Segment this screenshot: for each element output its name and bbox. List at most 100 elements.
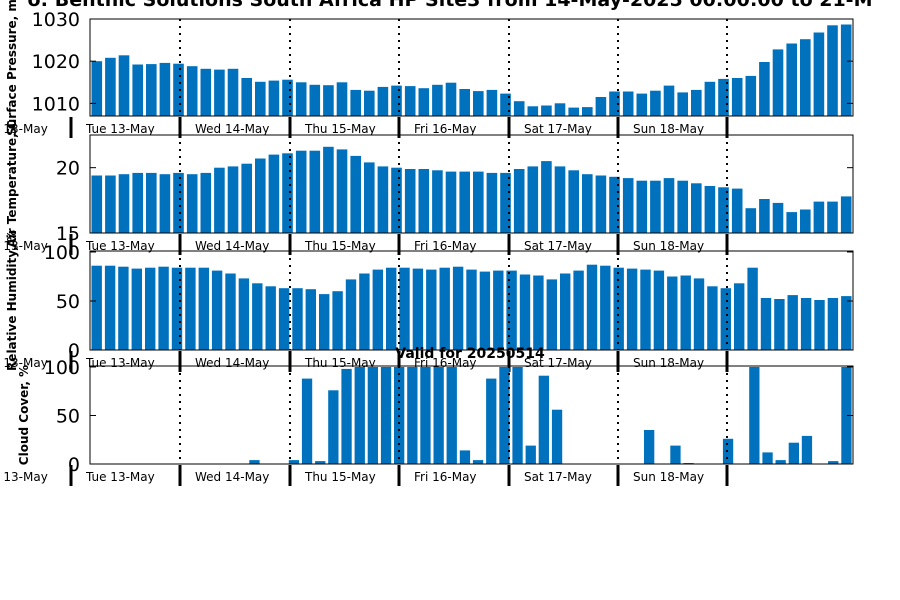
data-bar [568, 170, 579, 233]
axes-box [89, 134, 854, 234]
data-bar [734, 283, 745, 350]
data-bar [367, 367, 378, 464]
data-bar [350, 155, 361, 233]
day-label: Sun 18-May [633, 470, 704, 484]
data-bar [704, 186, 716, 233]
day-label: Tue 13-May [85, 239, 155, 253]
data-bar [265, 286, 276, 350]
data-bar [328, 390, 339, 464]
day-label: Wed 14-May [195, 356, 269, 370]
data-bar [315, 461, 326, 464]
data-bar [433, 367, 444, 464]
data-bar [828, 461, 839, 464]
data-bar [255, 81, 266, 116]
data-bar [640, 269, 651, 350]
y-tick-label: 20 [56, 158, 80, 180]
data-bar [813, 201, 825, 233]
data-bar [691, 89, 702, 116]
data-bar [772, 49, 784, 116]
data-bar [787, 295, 798, 350]
data-bar [252, 283, 263, 350]
data-bar [104, 265, 116, 350]
data-bar [560, 273, 571, 350]
data-bar [459, 171, 470, 233]
data-bar [200, 172, 212, 233]
data-bar [278, 288, 290, 350]
data-bar [499, 367, 510, 464]
data-bar [800, 39, 811, 117]
data-bar [800, 298, 812, 350]
data-bar [595, 97, 607, 116]
data-bar [731, 188, 743, 233]
data-bar [171, 267, 183, 350]
day-label: e 13-May [0, 239, 48, 253]
day-label: Fri 16-May [414, 470, 477, 484]
data-bar [582, 107, 593, 116]
data-bar [238, 278, 250, 350]
data-bar [350, 89, 361, 116]
data-bar [800, 209, 811, 233]
data-bar [541, 161, 552, 233]
data-bar [309, 150, 321, 233]
data-bar [282, 79, 293, 116]
data-bar [439, 267, 450, 350]
day-label: Sat 17-May [524, 122, 592, 136]
data-bar [546, 279, 557, 350]
y-tick-label: 15 [56, 223, 80, 245]
data-bar [500, 93, 511, 116]
data-bar [426, 269, 437, 350]
data-bar [595, 175, 607, 233]
data-bar [336, 82, 348, 116]
data-bar [670, 445, 681, 464]
data-bar [227, 166, 239, 233]
data-bar [841, 367, 852, 464]
data-bar [341, 368, 352, 464]
data-bar [759, 62, 770, 116]
data-bar [525, 445, 536, 464]
data-bar [412, 268, 424, 350]
data-bar [663, 85, 675, 116]
data-bar [554, 166, 566, 233]
data-bar [609, 91, 620, 116]
data-bar [345, 279, 357, 350]
data-bar [479, 271, 491, 350]
data-bar [377, 166, 389, 233]
data-bar [391, 85, 402, 116]
data-bar [691, 183, 702, 233]
day-label: e 13-May [0, 356, 48, 370]
data-bar [446, 367, 457, 464]
data-bar [332, 291, 343, 350]
data-bar [827, 25, 838, 116]
data-bar [813, 32, 825, 116]
data-bar [541, 105, 552, 116]
data-bar [622, 178, 634, 233]
data-bar [788, 442, 799, 464]
data-bar [132, 172, 143, 233]
data-bar [214, 167, 225, 233]
data-bar [214, 69, 225, 116]
data-bar [827, 201, 838, 233]
data-bar [720, 288, 731, 350]
data-bar [399, 267, 410, 350]
data-bar [573, 270, 584, 350]
day-label: Tue 13-May [85, 470, 155, 484]
data-bar [131, 268, 142, 350]
data-bar [319, 294, 330, 350]
data-bar [118, 174, 130, 233]
data-bar [677, 180, 688, 233]
data-bar [372, 269, 383, 350]
data-bar [292, 288, 303, 350]
data-bar [747, 267, 758, 350]
data-bar [255, 158, 266, 233]
data-bar [159, 174, 171, 233]
data-bar [786, 43, 797, 116]
data-bar [722, 438, 734, 464]
day-label: Sat 17-May [524, 470, 592, 484]
data-bar [472, 460, 484, 464]
chart-title: o: Benthic Solutions South Africa HP Sit… [28, 0, 873, 11]
data-bar [840, 196, 852, 233]
data-bar [772, 202, 784, 233]
data-bar [680, 275, 691, 350]
data-bar [309, 84, 321, 116]
